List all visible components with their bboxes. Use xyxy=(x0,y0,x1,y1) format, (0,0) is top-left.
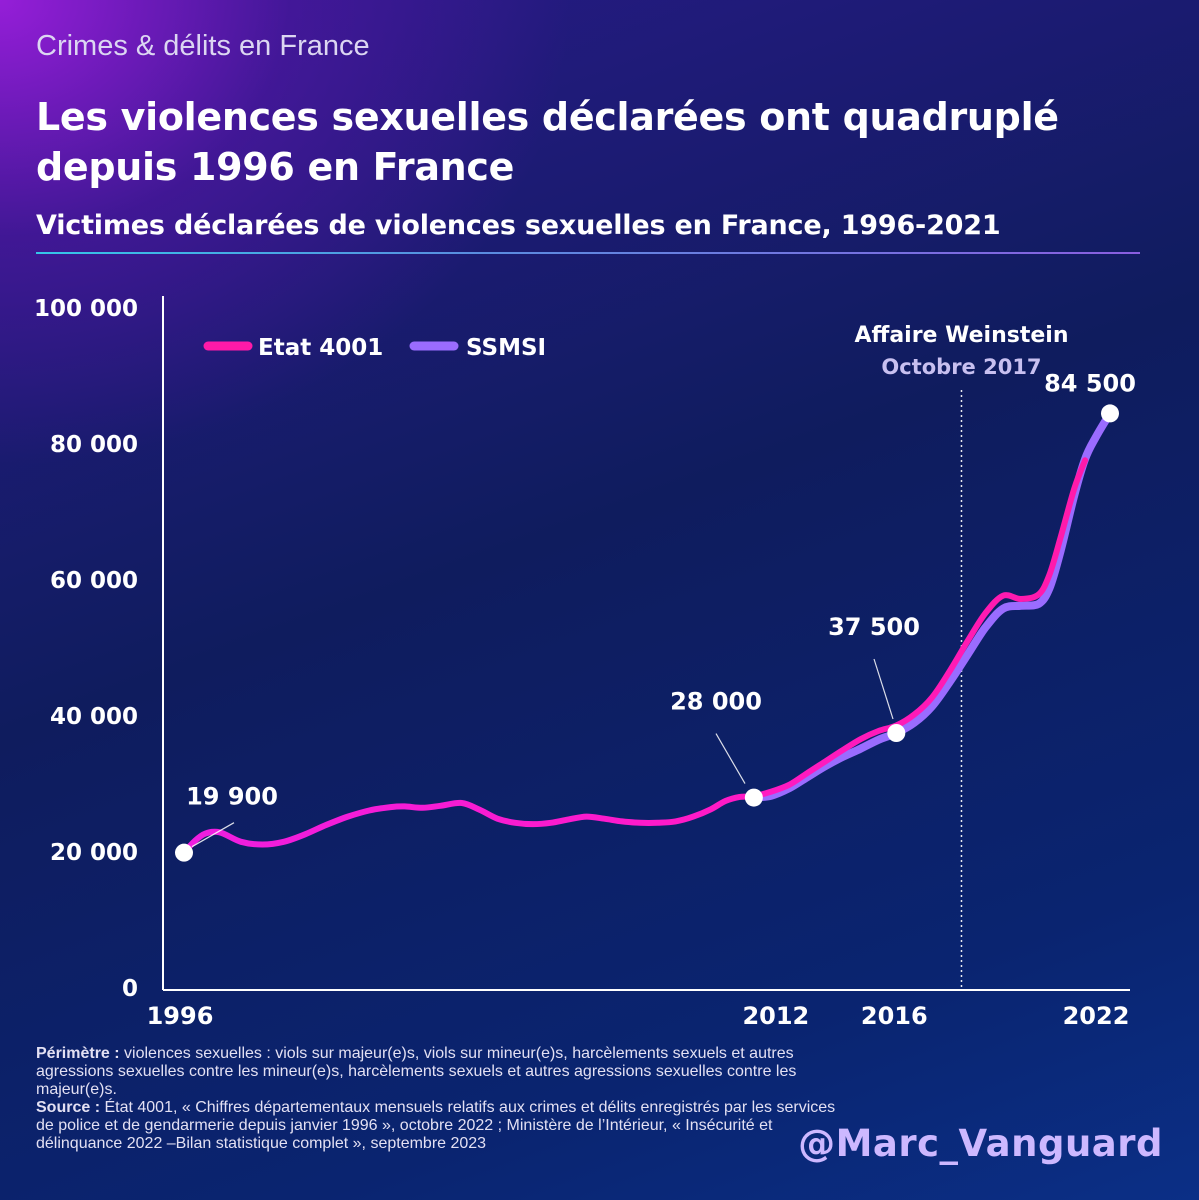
y-tick-label: 40 000 xyxy=(50,704,138,730)
y-tick-label: 20 000 xyxy=(50,840,138,866)
y-tick-label: 80 000 xyxy=(50,432,138,458)
x-tick-label: 2016 xyxy=(861,1002,928,1030)
data-point-marker xyxy=(744,788,763,807)
chart-lines xyxy=(181,390,1114,988)
x-tick-label: 1996 xyxy=(147,1002,214,1030)
data-label: 28 000 xyxy=(670,688,762,716)
series-line-ssmsi xyxy=(749,409,1114,802)
x-tick-label: 2012 xyxy=(742,1002,809,1030)
data-point-marker xyxy=(887,724,906,742)
footnote: Périmètre : violences sexuelles : viols … xyxy=(36,1045,836,1153)
legend-label: Etat 4001 xyxy=(258,335,383,361)
legend-label: SSMSI xyxy=(466,335,546,361)
y-tick-label: 60 000 xyxy=(50,568,138,594)
x-tick-label: 2022 xyxy=(1063,1002,1130,1030)
source-label: Source : xyxy=(36,1099,101,1116)
chart-title: Victimes déclarées de violences sexuelle… xyxy=(36,210,1001,241)
chart-axes: 0 20 000 40 000 60 000 80 000 100 000 1996 2012… xyxy=(34,296,1130,1030)
chart-markers xyxy=(175,404,1119,862)
y-tick-label: 0 xyxy=(122,976,138,1002)
source-text: État 4001, « Chiffres départementaux men… xyxy=(36,1099,836,1152)
title-underline xyxy=(36,252,1140,254)
perimetre-label: Périmètre : xyxy=(36,1045,120,1062)
y-tick-label: 100 000 xyxy=(34,296,138,322)
chart: 0 20 000 40 000 60 000 80 000 100 000 1996 2012… xyxy=(34,296,1136,1030)
annotation-subtitle: Octobre 2017 xyxy=(881,355,1041,379)
chart-labels: 19 900 28 000 37 500 84 500 Affaire Weinstei… xyxy=(186,323,1136,848)
data-label: 37 500 xyxy=(828,613,920,641)
chart-legend: Etat 4001 SSMSI xyxy=(203,335,546,361)
data-label-leader xyxy=(715,733,746,784)
data-point-marker xyxy=(1101,404,1119,423)
data-label: 19 900 xyxy=(186,783,278,811)
annotation-title: Affaire Weinstein xyxy=(854,323,1068,348)
kicker: Crimes & délits en France xyxy=(36,30,370,62)
data-label: 84 500 xyxy=(1044,369,1136,397)
perimetre-text: violences sexuelles : viols sur majeur(e… xyxy=(36,1045,797,1098)
data-label-leader xyxy=(873,658,894,720)
series-line-etat-4001 xyxy=(181,457,1089,856)
author-handle: @Marc_Vanguard xyxy=(798,1122,1163,1165)
data-label-leader xyxy=(191,822,235,848)
data-point-marker xyxy=(175,843,193,862)
page-title: Les violences sexuelles déclarées ont qu… xyxy=(36,95,1059,189)
